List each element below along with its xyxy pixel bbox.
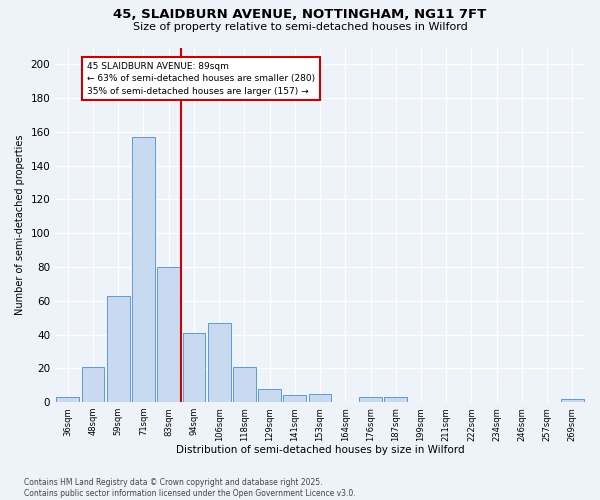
Bar — [561, 398, 584, 402]
Bar — [182, 333, 205, 402]
Bar — [258, 388, 281, 402]
Bar — [82, 366, 104, 402]
Text: Size of property relative to semi-detached houses in Wilford: Size of property relative to semi-detach… — [133, 22, 467, 32]
Bar — [107, 296, 130, 402]
Bar — [56, 397, 79, 402]
Bar — [132, 137, 155, 402]
Bar — [359, 397, 382, 402]
Bar — [385, 397, 407, 402]
Text: 45, SLAIDBURN AVENUE, NOTTINGHAM, NG11 7FT: 45, SLAIDBURN AVENUE, NOTTINGHAM, NG11 7… — [113, 8, 487, 20]
X-axis label: Distribution of semi-detached houses by size in Wilford: Distribution of semi-detached houses by … — [176, 445, 464, 455]
Text: Contains HM Land Registry data © Crown copyright and database right 2025.
Contai: Contains HM Land Registry data © Crown c… — [24, 478, 356, 498]
Y-axis label: Number of semi-detached properties: Number of semi-detached properties — [15, 134, 25, 315]
Bar — [309, 394, 331, 402]
Text: 45 SLAIDBURN AVENUE: 89sqm
← 63% of semi-detached houses are smaller (280)
35% o: 45 SLAIDBURN AVENUE: 89sqm ← 63% of semi… — [87, 62, 315, 96]
Bar — [208, 322, 230, 402]
Bar — [283, 396, 306, 402]
Bar — [157, 267, 180, 402]
Bar — [233, 366, 256, 402]
